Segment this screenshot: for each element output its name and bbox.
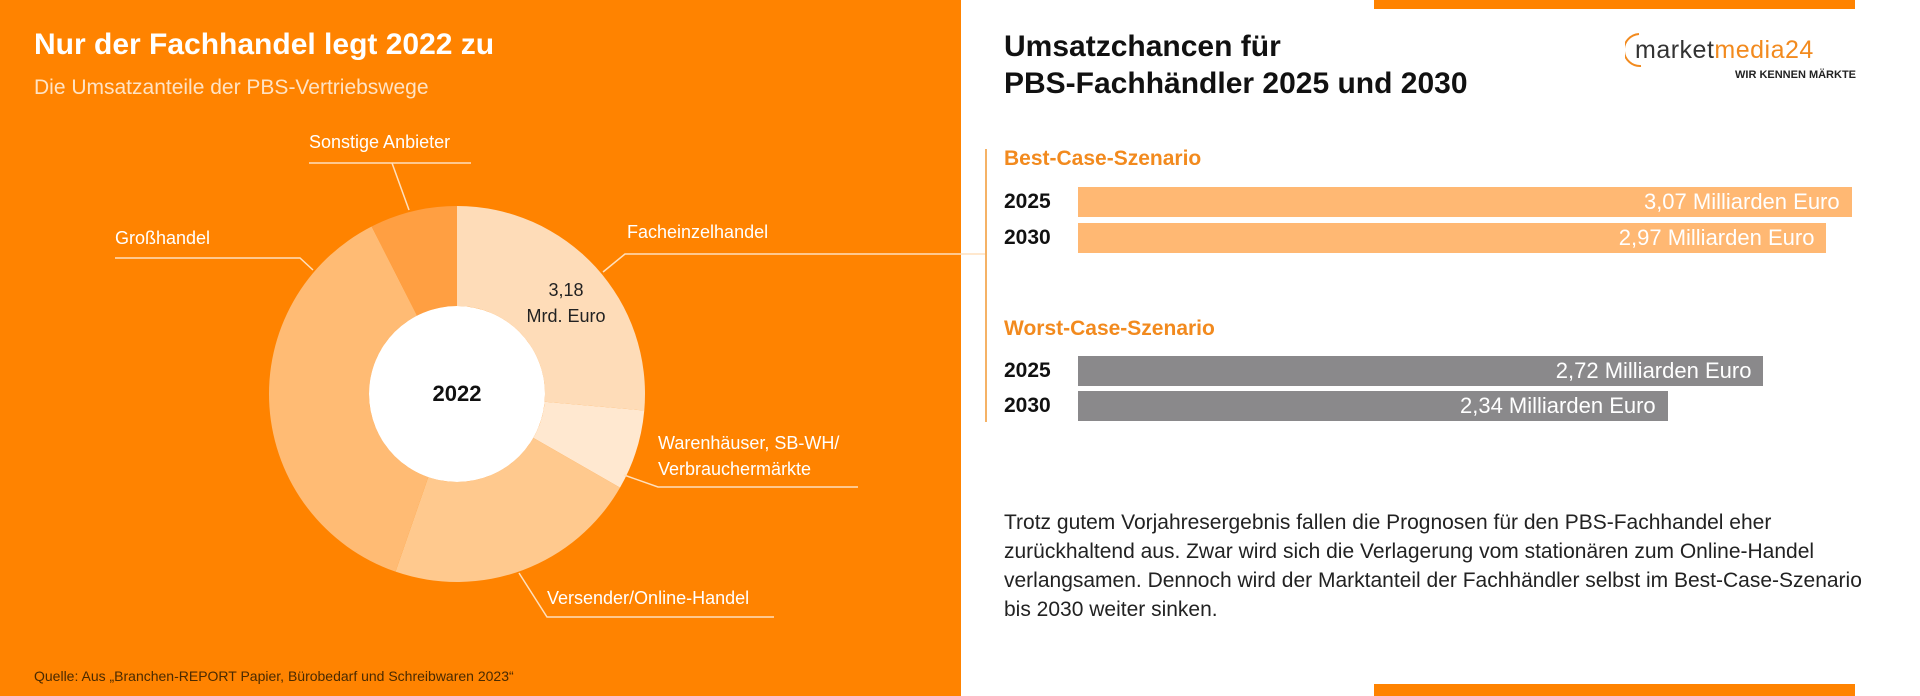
leader-line (391, 162, 410, 211)
bar-category-label: 2030 (1004, 394, 1051, 417)
leader-line (602, 253, 986, 273)
scenario-heading: Best-Case-Szenario (1004, 147, 1202, 170)
summary-paragraph: Trotz gutem Vorjahresergebnis fallen die… (1004, 511, 1862, 621)
donut-center-label: 2022 (432, 381, 482, 406)
right-panel (961, 0, 1920, 696)
bar: 3,07 Milliarden Euro (1078, 187, 1852, 217)
leader-line (623, 474, 858, 488)
bottom-accent-bar (1374, 684, 1855, 696)
leader-line (518, 572, 774, 618)
donut-hole (369, 306, 545, 482)
logo: marketmedia24 WIR KENNEN MÄRKTE (1623, 30, 1857, 87)
bar-category-label: 2025 (1004, 190, 1051, 213)
bar: 2,97 Milliarden Euro (1078, 223, 1827, 253)
donut-slice-3 (269, 226, 429, 572)
bar-value-label: 3,07 Milliarden Euro (1643, 189, 1840, 214)
label-sonstige: Sonstige Anbieter (309, 132, 451, 152)
label-versender: Versender/Online-Handel (547, 588, 750, 608)
bar-category-label: 2030 (1004, 226, 1051, 249)
bar: 2,34 Milliarden Euro (1078, 391, 1668, 421)
bars-title: Umsatzchancen für PBS-Fachhändler 2025 u… (1004, 28, 1468, 102)
bar-value-label: 2,97 Milliarden Euro (1618, 225, 1815, 250)
bars-title-line1: Umsatzchancen für (1004, 30, 1281, 63)
label-warenhaeuser-1: Warenhäuser, SB-WH/ (658, 433, 840, 453)
leader-line (115, 257, 314, 271)
bracket-line (985, 149, 987, 422)
bar-value-label: 2,72 Milliarden Euro (1555, 358, 1752, 383)
annotation-value: 3,18 (548, 280, 584, 300)
scenario-heading: Worst-Case-Szenario (1004, 317, 1215, 340)
donut-slice-4 (371, 206, 457, 316)
svg-text:marketmedia24: marketmedia24 (1635, 36, 1814, 64)
donut-slice-1 (533, 401, 645, 488)
annotation-unit: Mrd. Euro (526, 306, 606, 326)
source-note: Quelle: Aus „Branchen-REPORT Papier, Bür… (34, 668, 514, 684)
donut-slice-2 (395, 437, 621, 582)
label-grosshandel: Großhandel (115, 228, 211, 248)
label-facheinzelhandel: Facheinzelhandel (627, 222, 769, 242)
bar: 2,72 Milliarden Euro (1078, 356, 1764, 386)
bar-category-label: 2025 (1004, 359, 1051, 382)
donut-title: Nur der Fachhandel legt 2022 zu (34, 28, 495, 61)
top-accent-bar (1374, 0, 1855, 9)
svg-text:WIR KENNEN MÄRKTE: WIR KENNEN MÄRKTE (1735, 68, 1856, 81)
logo-mark: marketmedia24 WIR KENNEN MÄRKTE (1623, 33, 1856, 81)
label-warenhaeuser-2: Verbrauchermärkte (658, 459, 812, 479)
bar-value-label: 2,34 Milliarden Euro (1460, 393, 1656, 418)
donut-chart (115, 162, 986, 618)
donut-slice-0 (457, 206, 645, 411)
donut-subtitle: Die Umsatzanteile der PBS-Vertriebswege (34, 76, 429, 99)
bars-title-line2: PBS-Fachhändler 2025 und 2030 (1004, 67, 1468, 100)
